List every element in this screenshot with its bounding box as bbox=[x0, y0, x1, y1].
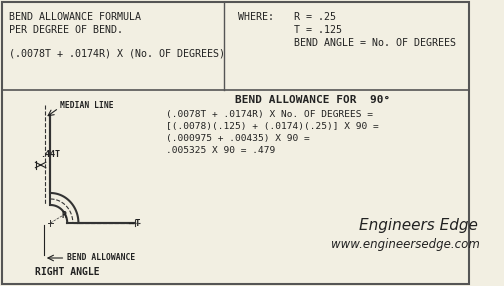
Text: BEND ANGLE = No. OF DEGREES: BEND ANGLE = No. OF DEGREES bbox=[294, 38, 456, 48]
Text: (.0078T + .0174R) X (No. OF DEGREES): (.0078T + .0174R) X (No. OF DEGREES) bbox=[10, 48, 225, 58]
Text: (.0078T + .0174R) X No. OF DEGREES =: (.0078T + .0174R) X No. OF DEGREES = bbox=[166, 110, 373, 119]
Text: [(.0078)(.125) + (.0174)(.25)] X 90 =: [(.0078)(.125) + (.0174)(.25)] X 90 = bbox=[166, 122, 379, 131]
Text: RIGHT ANGLE: RIGHT ANGLE bbox=[35, 267, 100, 277]
Text: .005325 X 90 = .479: .005325 X 90 = .479 bbox=[166, 146, 276, 155]
Text: BEND ALLOWANCE: BEND ALLOWANCE bbox=[67, 253, 136, 263]
Text: PER DEGREE OF BEND.: PER DEGREE OF BEND. bbox=[10, 25, 123, 35]
Text: BEND ALLOWANCE FOR  90°: BEND ALLOWANCE FOR 90° bbox=[235, 95, 391, 105]
Text: .44T: .44T bbox=[40, 150, 60, 159]
Text: www.engineersedge.com: www.engineersedge.com bbox=[332, 238, 480, 251]
Text: R = .25: R = .25 bbox=[294, 12, 336, 22]
Text: R: R bbox=[61, 211, 67, 220]
Text: (.000975 + .00435) X 90 =: (.000975 + .00435) X 90 = bbox=[166, 134, 310, 143]
Text: T: T bbox=[135, 219, 140, 227]
Text: T = .125: T = .125 bbox=[294, 25, 342, 35]
Text: MEDIAN LINE: MEDIAN LINE bbox=[60, 102, 113, 110]
Text: BEND ALLOWANCE FORMULA: BEND ALLOWANCE FORMULA bbox=[10, 12, 141, 22]
Text: WHERE:: WHERE: bbox=[238, 12, 274, 22]
Text: Engineers Edge: Engineers Edge bbox=[359, 218, 478, 233]
